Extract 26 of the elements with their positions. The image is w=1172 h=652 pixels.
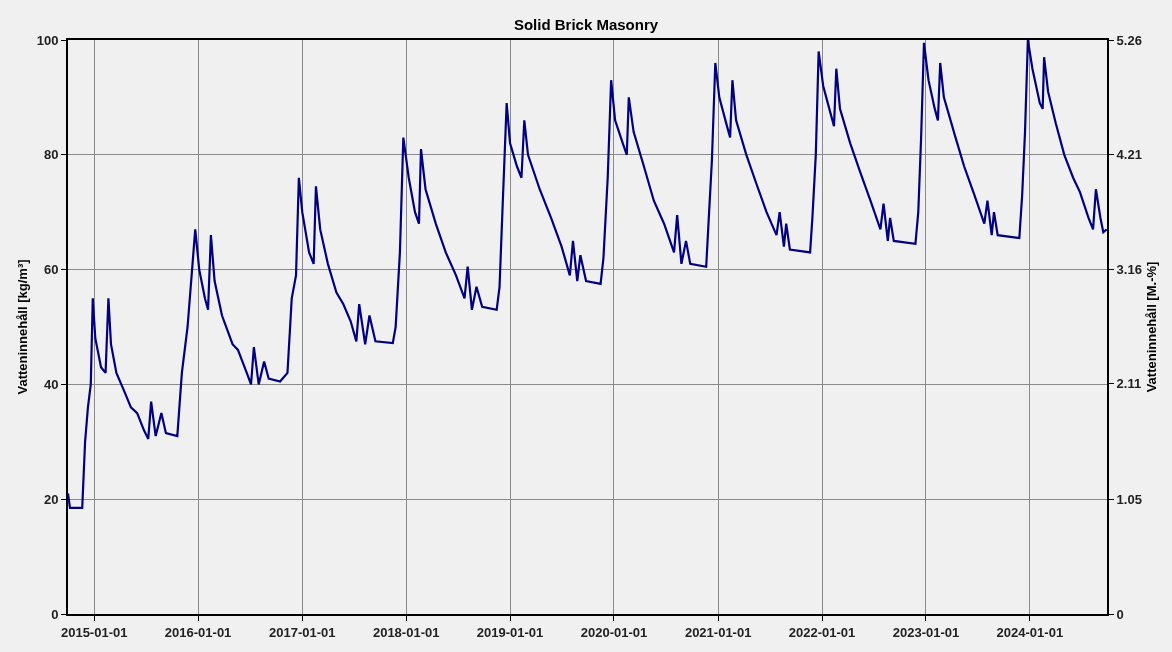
x-tick-label: 2018-01-01 (372, 624, 440, 640)
y2-axis-title: Vatteninnehåll [M.-%] (1144, 261, 1160, 393)
x-tick-label: 2017-01-01 (269, 624, 336, 640)
x-tick-label: 2016-01-01 (164, 624, 232, 640)
x-tick-label: 2021-01-01 (684, 624, 752, 640)
y-tick-label: 80 (43, 147, 59, 163)
x-tick-label: 2024-01-01 (996, 624, 1064, 640)
x-tick-label: 2020-01-01 (580, 624, 648, 640)
y-tick-label: 100 (36, 32, 59, 48)
y-tick-label: 20 (43, 491, 59, 507)
x-tick-label: 2022-01-01 (788, 624, 856, 640)
y2-tick-label: 2.11 (1116, 376, 1142, 392)
x-tick-label: 2023-01-01 (892, 624, 960, 640)
y-axis-title: Vatteninnehåll [kg/m³] (15, 259, 31, 395)
y-tick-label: 60 (43, 262, 59, 278)
y-tick-label: 40 (43, 376, 59, 392)
y2-tick-label: 3.16 (1116, 261, 1142, 277)
chart-title: Solid Brick Masonry (513, 16, 659, 34)
y-tick-label: 0 (51, 606, 59, 622)
y2-tick-label: 0 (1116, 606, 1124, 622)
y2-tick-label: 1.05 (1116, 491, 1142, 507)
y2-tick-label: 4.21 (1116, 147, 1142, 163)
x-tick-label: 2019-01-01 (476, 624, 544, 640)
y2-tick-label: 5.26 (1116, 32, 1142, 48)
line-series (68, 40, 1107, 509)
x-tick-label: 2015-01-01 (60, 624, 128, 640)
